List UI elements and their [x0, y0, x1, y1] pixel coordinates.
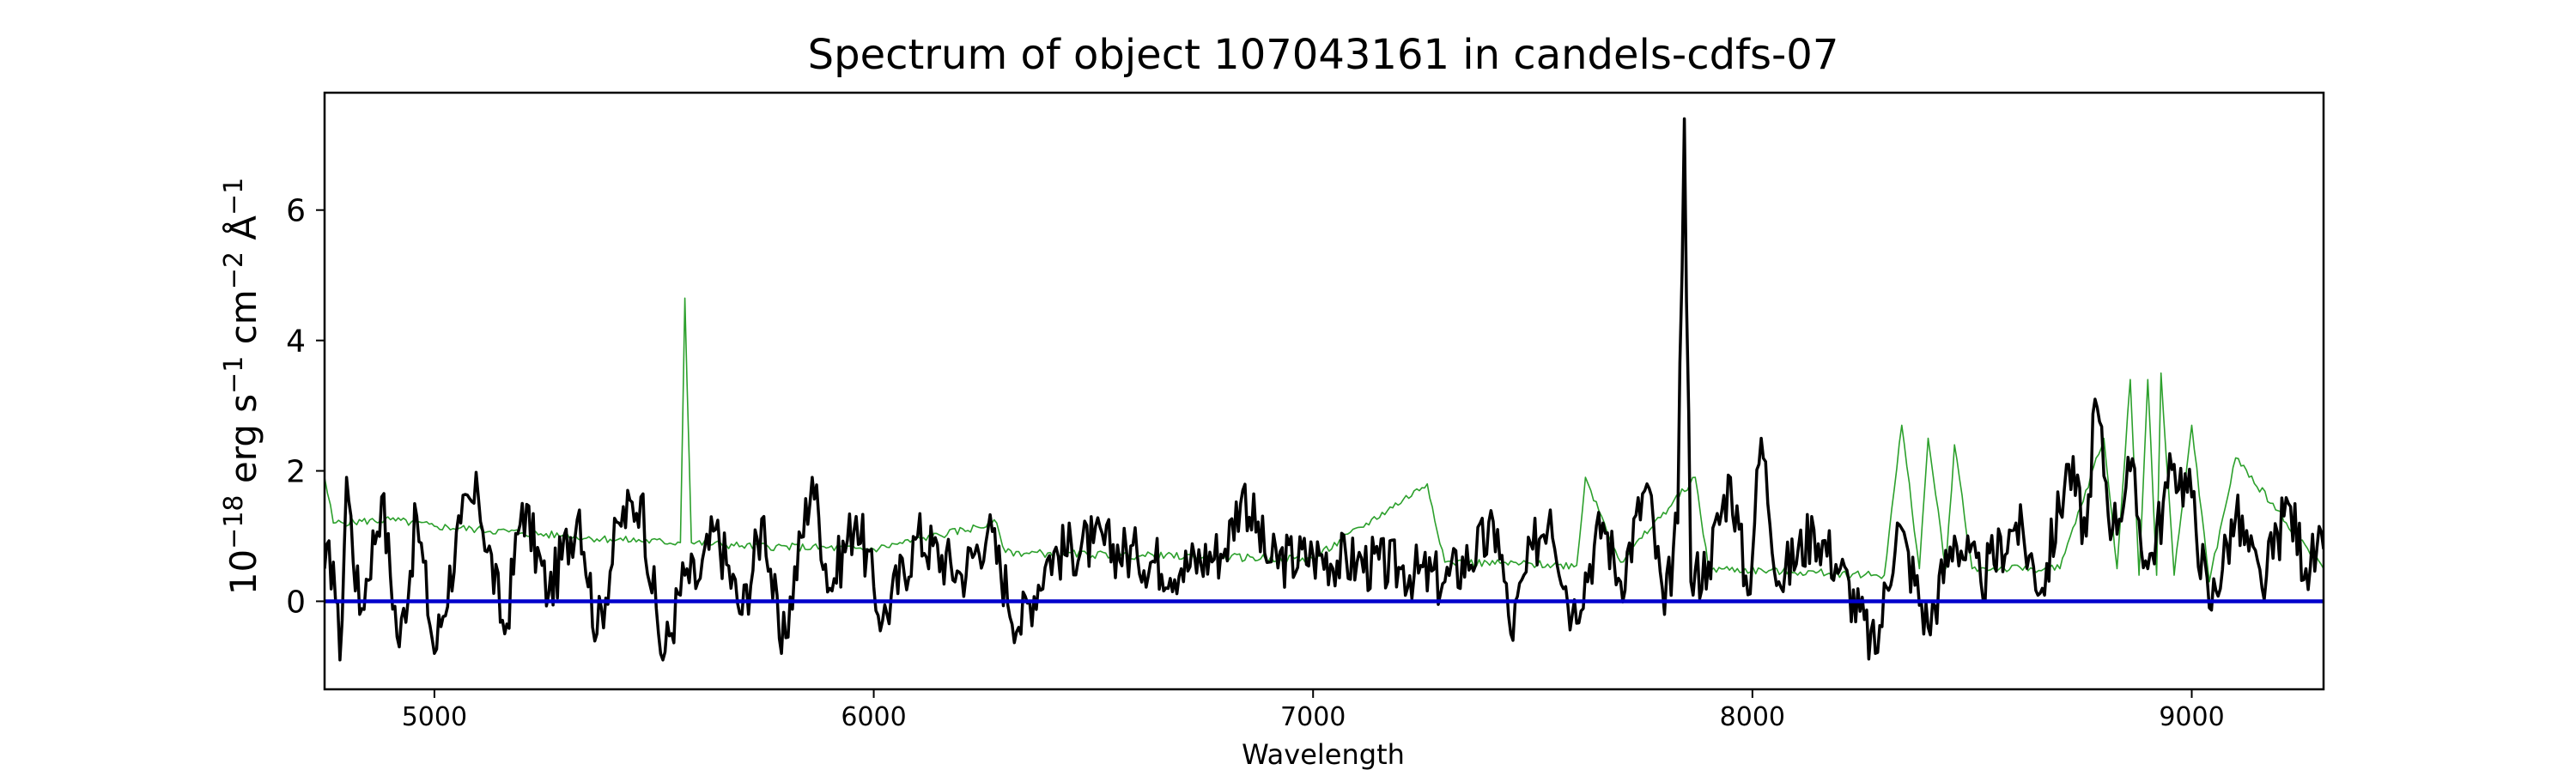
y-axis-label-exp3: −2 — [219, 252, 249, 289]
y-axis-label-erg: erg s — [222, 394, 264, 495]
y-axis-label-exp2: −1 — [219, 356, 249, 394]
y-axis-label-exp4: −1 — [219, 178, 249, 215]
x-tick-label: 7000 — [1280, 702, 1346, 732]
axes: 5000 6000 7000 8000 9000 0 2 4 6 — [286, 91, 2325, 732]
y-tick-label: 2 — [286, 455, 306, 490]
x-tick-label: 8000 — [1720, 702, 1785, 732]
series-line-1 — [325, 297, 2324, 583]
plot-area — [325, 117, 2324, 662]
y-axis-label-exp1: −18 — [219, 495, 249, 549]
y-axis-label-ang: Å — [222, 215, 264, 252]
chart-title: Spectrum of object 107043161 in candels-… — [808, 31, 1839, 79]
y-tick-label: 4 — [286, 324, 306, 360]
y-axis-label: 10−18 erg s−1 cm−2 Å−1 — [219, 178, 264, 596]
x-tick-label: 9000 — [2159, 702, 2224, 732]
x-tick-label: 6000 — [841, 702, 906, 732]
y-tick-label: 6 — [286, 194, 306, 229]
x-tick-label: 5000 — [402, 702, 467, 732]
series-line-0 — [325, 117, 2324, 662]
x-axis-label: Wavelength — [1242, 738, 1405, 771]
y-tick-label: 0 — [286, 585, 306, 620]
y-axis-label-cm: cm — [222, 289, 264, 355]
y-axis-label-base: 10 — [222, 549, 264, 595]
plot-frame — [323, 91, 2325, 691]
